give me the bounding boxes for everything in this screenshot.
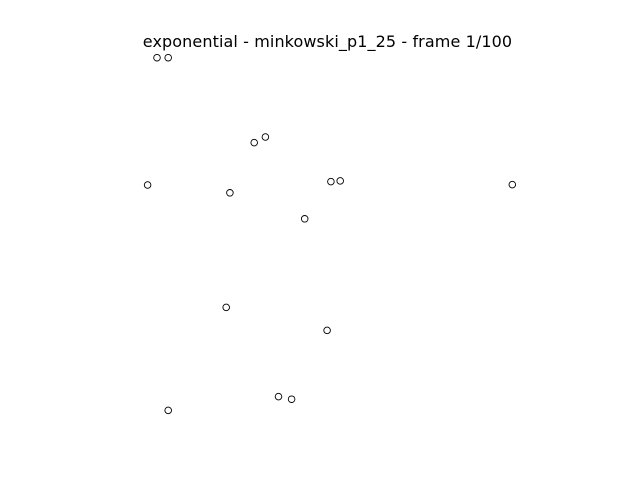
point-marker [336,177,344,185]
point-marker [164,53,172,62]
point-marker [143,181,152,189]
point-marker [226,189,234,197]
point-marker [164,406,172,415]
point-marker [250,138,258,147]
point-marker [287,395,296,403]
point-marker [327,177,335,186]
point-marker [323,326,331,335]
point-marker [153,53,161,62]
point-marker [222,303,230,312]
point-marker [261,133,270,141]
point-marker [300,215,309,223]
point-marker [274,392,283,401]
plot-title: exponential - minkowski_p1_25 - frame 1/… [142,32,513,51]
point-marker [508,180,517,189]
